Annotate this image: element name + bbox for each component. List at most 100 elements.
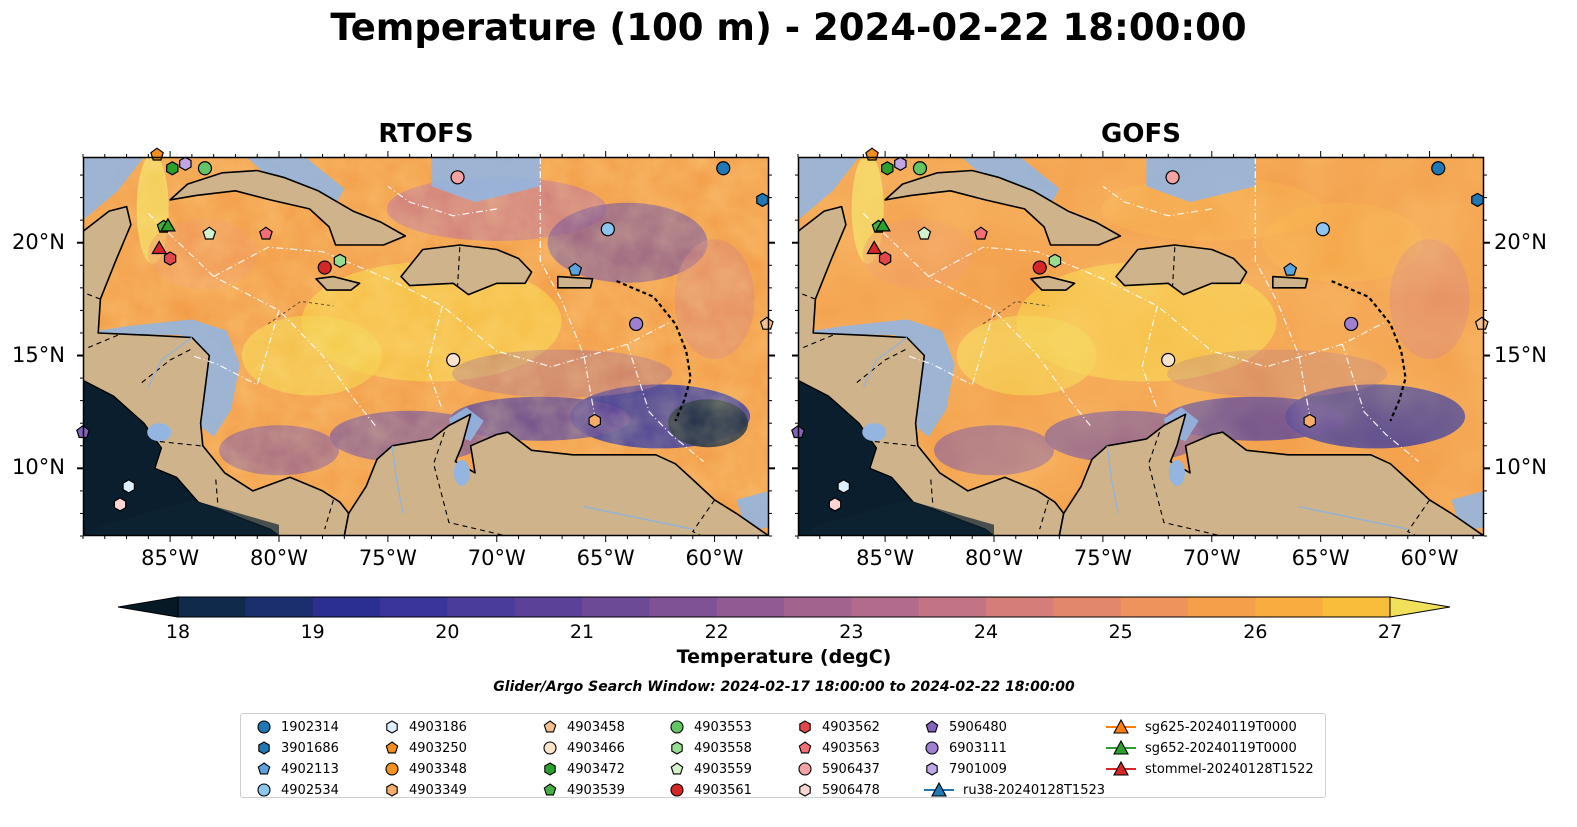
legend-float-symbol xyxy=(671,741,683,755)
colorbar-bin xyxy=(1188,597,1256,617)
float-marker-4903558 xyxy=(1048,253,1062,268)
float-marker-7901009 xyxy=(179,156,192,171)
legend-item-label: 7901009 xyxy=(949,761,1007,777)
legend-item-4903562: 4903562 xyxy=(796,718,880,736)
colorbar-bin xyxy=(1053,597,1122,617)
legend-item-label: 4902113 xyxy=(281,761,339,777)
colorbar-tick-label: 20 xyxy=(435,621,460,643)
colorbar-extend-low xyxy=(118,596,179,618)
legend-float-symbol xyxy=(543,783,557,796)
colorbar-bin xyxy=(649,597,718,617)
legend-item-label: 5906478 xyxy=(822,782,880,798)
colorbar-bin xyxy=(918,597,987,617)
legend-item-4903186: 4903186 xyxy=(383,718,467,736)
legend-float-symbol xyxy=(257,783,271,797)
colorbar-tick-label: 19 xyxy=(300,621,325,643)
glider-marker-stommel-20240128T1522 xyxy=(151,240,168,255)
legend-float-symbol xyxy=(926,762,938,776)
rtofs-map xyxy=(76,147,775,542)
legend-item-label: 4903458 xyxy=(567,719,625,735)
eez-boundary xyxy=(1102,185,1212,217)
float-marker-4903558 xyxy=(333,253,347,268)
lon-tick-label: 65°W xyxy=(576,546,635,570)
map-canvas xyxy=(791,147,1490,542)
colorbar-tick-label: 26 xyxy=(1243,621,1268,643)
legend-item-4903349: 4903349 xyxy=(383,781,467,799)
colorbar-tick-label: 24 xyxy=(973,621,999,643)
legend-float-symbol xyxy=(386,720,398,734)
legend-item-4903472: 4903472 xyxy=(541,760,625,778)
legend-item-label: 4903349 xyxy=(409,782,467,798)
lat-tick-label-left: 15°N xyxy=(12,342,65,367)
jamaica-landmass xyxy=(1030,275,1076,291)
legend-item-label: 4903558 xyxy=(694,740,752,756)
float-marker-5906437 xyxy=(450,170,465,185)
float-marker-5906437 xyxy=(1165,170,1180,185)
lon-tick-label: 85°W xyxy=(141,546,200,570)
legend-item-3901686: 3901686 xyxy=(255,739,339,757)
lon-tick-label: 80°W xyxy=(250,546,308,570)
legend-item-6903111: 6903111 xyxy=(923,739,1007,757)
colorbar-bin xyxy=(1255,597,1324,617)
legend-item-4903561: 4903561 xyxy=(668,781,752,799)
legend-item-4903539: 4903539 xyxy=(541,781,625,799)
float-marker-4903458 xyxy=(1474,316,1489,330)
colorbar-bin xyxy=(1322,597,1391,617)
eez-boundary xyxy=(906,310,995,386)
legend-item-label: 4903561 xyxy=(694,782,752,798)
colorbar-bin xyxy=(312,597,381,617)
legend-item-label: 4903559 xyxy=(694,761,752,777)
colorbar-label: Temperature (degC) xyxy=(676,646,892,668)
float-marker-4903472 xyxy=(881,161,894,176)
colorbar-bin xyxy=(245,597,314,617)
legend-item-sg625-20240119T0000: sg625-20240119T0000 xyxy=(1105,718,1297,736)
legend-item-label: 4903562 xyxy=(822,719,880,735)
south-america-landmass xyxy=(1058,413,1484,536)
glider-marker-stommel-20240128T1522 xyxy=(866,240,883,255)
eez-boundary xyxy=(426,305,443,410)
legend-item-label: 4903472 xyxy=(567,761,625,777)
legend-item-label: 4903250 xyxy=(409,740,467,756)
float-marker-3901686 xyxy=(1471,192,1484,208)
temperature-colorbar xyxy=(118,596,1450,618)
lat-tick-label-left: 10°N xyxy=(12,455,65,480)
legend-item-1902314: 1902314 xyxy=(255,718,339,736)
float-marker-6903111 xyxy=(629,316,644,332)
legend-float-symbol xyxy=(543,720,557,733)
float-marker-4903561 xyxy=(317,260,332,275)
lon-tick-label: 80°W xyxy=(965,546,1023,570)
legend-item-label: 4903466 xyxy=(567,740,625,756)
lon-tick-label: 60°W xyxy=(1400,546,1459,570)
eez-boundary xyxy=(1254,157,1311,417)
float-marker-4903553 xyxy=(912,161,928,176)
legend-item-4903558: 4903558 xyxy=(668,739,752,757)
colorbar-tick-label: 27 xyxy=(1377,621,1403,643)
legend-item-4903348: 4903348 xyxy=(383,760,467,778)
colorbar-tick-label: 18 xyxy=(165,621,191,643)
float-marker-4903472 xyxy=(166,161,179,176)
colorbar-tick-label: 25 xyxy=(1108,621,1133,643)
colorbar-bin xyxy=(380,597,448,617)
lon-tick-label: 70°W xyxy=(467,546,526,570)
legend-float-symbol xyxy=(386,783,398,797)
legend-item-4902113: 4902113 xyxy=(255,760,339,778)
legend-item-5906480: 5906480 xyxy=(923,718,1007,736)
legend-float-symbol xyxy=(925,741,939,755)
lon-tick-label: 70°W xyxy=(1182,546,1241,570)
colorbar-extend-high xyxy=(1389,596,1450,618)
legend-glider-symbol xyxy=(1106,739,1136,755)
colorbar-tick-label: 22 xyxy=(704,621,729,643)
legend-item-4903466: 4903466 xyxy=(541,739,625,757)
float-marker-7901009 xyxy=(894,156,907,171)
legend-glider-symbol xyxy=(1106,718,1136,734)
float-marker-4903561 xyxy=(1032,260,1047,275)
float-marker-4903562 xyxy=(878,251,892,266)
eez-boundary xyxy=(387,185,497,217)
legend-item-label: 6903111 xyxy=(949,740,1007,756)
float-marker-4903349 xyxy=(588,413,602,429)
legend-item-sg652-20240119T0000: sg652-20240119T0000 xyxy=(1105,739,1297,757)
float-marker-4902113 xyxy=(568,262,583,276)
float-marker-4903349 xyxy=(1303,413,1317,429)
colorbar-bin xyxy=(716,597,785,617)
lat-tick-label-right: 10°N xyxy=(1494,455,1547,480)
